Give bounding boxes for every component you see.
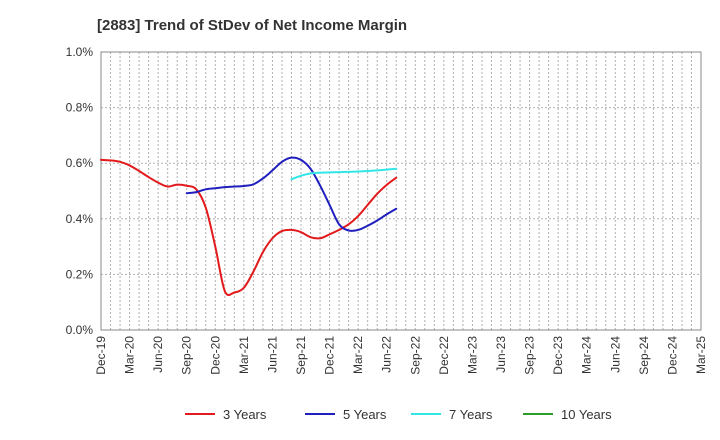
legend-label-2: 5 Years — [343, 407, 387, 422]
y-tick-label: 0.6% — [66, 156, 94, 170]
x-tick-label: Mar-20 — [123, 336, 137, 374]
x-tick-label: Jun-20 — [151, 336, 165, 373]
x-tick-label: Jun-23 — [494, 336, 508, 373]
x-tick-label: Mar-25 — [694, 336, 708, 374]
x-tick-label: Jun-21 — [265, 336, 279, 373]
series-layer — [100, 156, 398, 297]
x-tick-label: Dec-24 — [665, 336, 679, 375]
series-line-2 — [185, 156, 398, 232]
grid — [100, 51, 702, 331]
y-tick-label: 0.8% — [66, 101, 94, 115]
y-tick-label: 1.0% — [66, 45, 94, 59]
x-tick-label: Mar-22 — [351, 336, 365, 374]
x-tick-label: Jun-24 — [608, 336, 622, 373]
legend-label-4: 10 Years — [561, 407, 612, 422]
x-tick-label: Mar-23 — [465, 336, 479, 374]
x-tick-label: Sep-22 — [408, 336, 422, 375]
x-tick-label: Dec-23 — [551, 336, 565, 375]
y-tick-label: 0.4% — [66, 212, 94, 226]
series-line-3 — [290, 167, 398, 181]
y-tick-label: 0.2% — [66, 267, 94, 281]
y-tick-label: 0.0% — [66, 323, 94, 337]
x-tick-label: Mar-24 — [580, 336, 594, 374]
x-tick-label: Sep-24 — [637, 336, 651, 375]
x-tick-label: Dec-22 — [437, 336, 451, 375]
x-tick-label: Mar-21 — [237, 336, 251, 374]
x-tick-label: Sep-23 — [523, 336, 537, 375]
series-line-1 — [100, 158, 398, 297]
legend: 3 Years 5 Years 7 Years 10 Years — [185, 407, 612, 422]
axes — [100, 51, 702, 331]
x-tick-label: Dec-20 — [208, 336, 222, 375]
x-tick-label: Dec-21 — [323, 336, 337, 375]
plot-frame — [100, 51, 702, 331]
x-tick-label: Sep-21 — [294, 336, 308, 375]
y-axis-ticks: 0.0% 0.2% 0.4% 0.6% 0.8% 1.0% — [66, 45, 94, 337]
x-tick-label: Dec-19 — [94, 336, 108, 375]
chart-title: [2883] Trend of StDev of Net Income Marg… — [97, 17, 407, 34]
x-axis-ticks: Dec-19 Mar-20 Jun-20 Sep-20 Dec-20 Mar-21 Jun-… — [94, 336, 708, 375]
x-tick-label: Sep-20 — [180, 336, 194, 375]
x-tick-label: Jun-22 — [380, 336, 394, 373]
legend-label-1: 3 Years — [223, 407, 267, 422]
legend-label-3: 7 Years — [449, 407, 493, 422]
